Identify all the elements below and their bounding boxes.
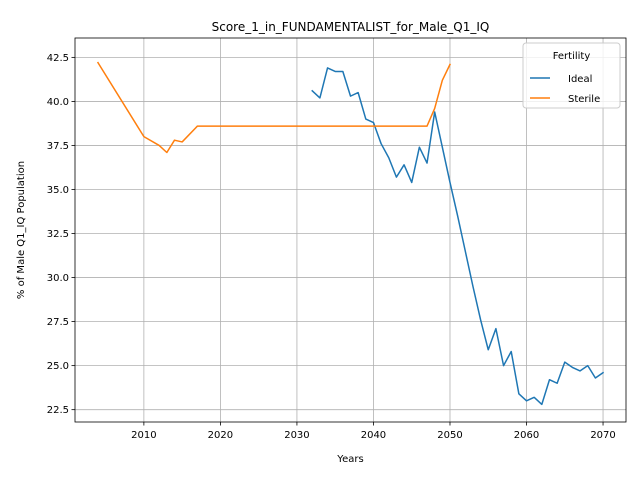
chart-title: Score_1_in_FUNDAMENTALIST_for_Male_Q1_IQ (212, 20, 490, 34)
legend-label-ideal: Ideal (568, 74, 592, 85)
x-tick-label: 2070 (590, 430, 615, 441)
axis-ticks: 2010 2020 2030 2040 2050 2060 2070 22.5 25.0 27.5… (47, 53, 616, 441)
x-axis-label: Years (336, 454, 363, 465)
y-axis-label: % of Male Q1_IQ Population (16, 161, 27, 299)
legend-title: Fertility (553, 51, 591, 62)
plot-frame (74, 37, 627, 423)
series-lines (96, 61, 605, 406)
y-tick-label: 40.0 (47, 97, 69, 108)
legend-box (522, 42, 621, 109)
series-line-ideal (311, 67, 605, 406)
legend-label-sterile: Sterile (568, 94, 600, 105)
x-tick-label: 2060 (514, 430, 539, 441)
y-tick-label: 25.0 (47, 361, 69, 372)
x-tick-label: 2030 (284, 430, 309, 441)
x-tick-label: 2050 (437, 430, 462, 441)
y-tick-label: 30.0 (47, 273, 69, 284)
y-tick-label: 32.5 (47, 229, 69, 240)
legend: Fertility Ideal Sterile (522, 42, 621, 109)
y-tick-label: 37.5 (47, 141, 69, 152)
y-tick-label: 42.5 (47, 53, 69, 64)
x-tick-label: 2020 (208, 430, 233, 441)
y-tick-label: 35.0 (47, 185, 69, 196)
y-tick-label: 27.5 (47, 317, 69, 328)
x-tick-label: 2040 (361, 430, 386, 441)
x-tick-label: 2010 (131, 430, 156, 441)
y-tick-label: 22.5 (47, 405, 69, 416)
series-line-sterile (96, 61, 451, 154)
